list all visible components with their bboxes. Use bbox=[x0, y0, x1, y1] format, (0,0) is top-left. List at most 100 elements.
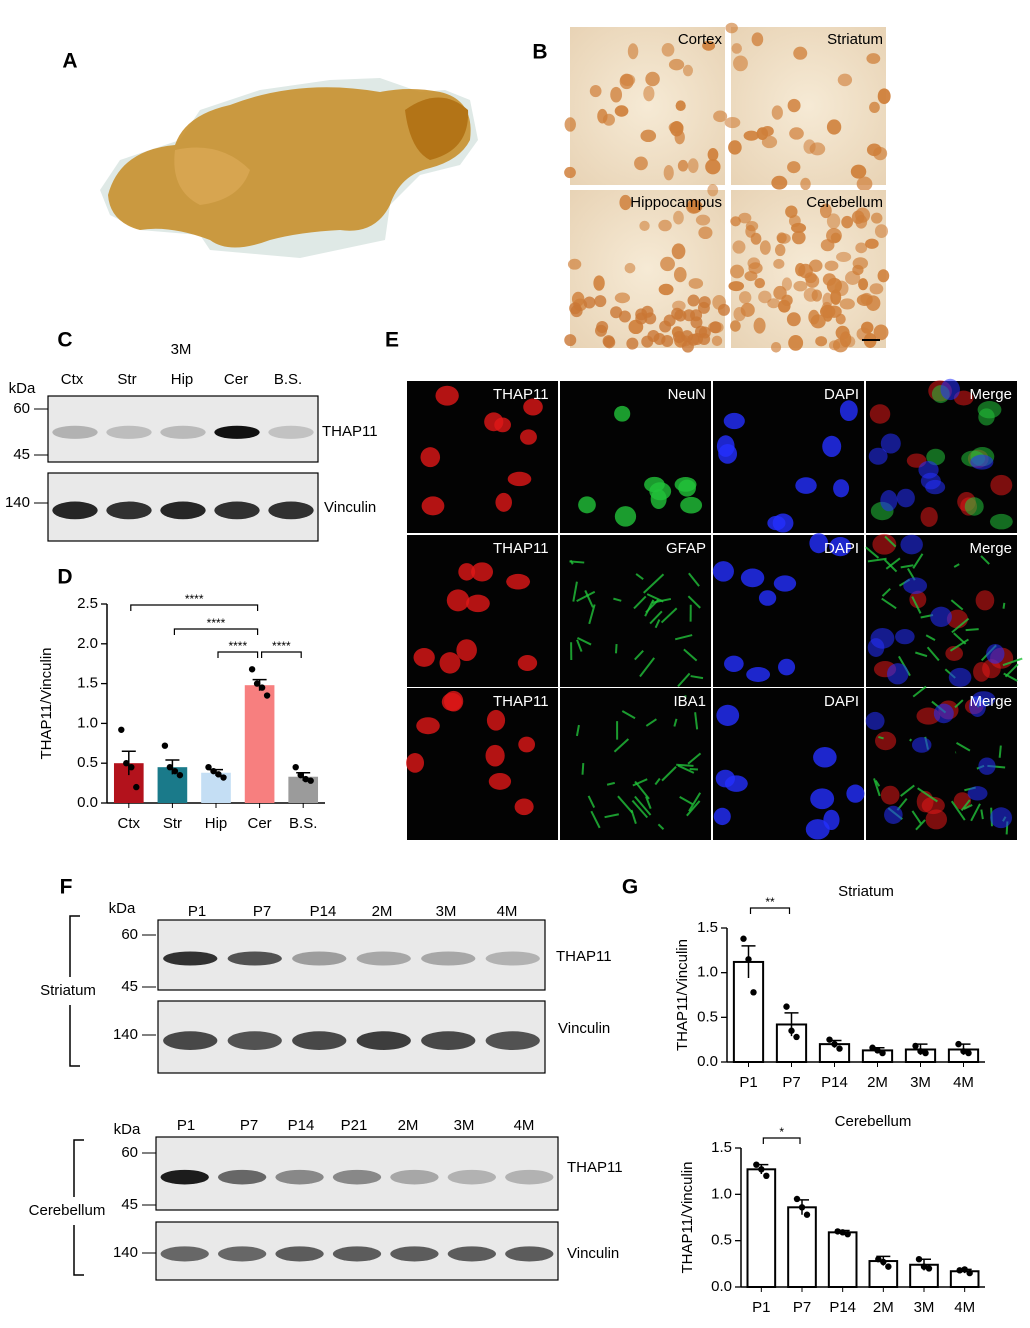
nucleus bbox=[661, 43, 675, 57]
process bbox=[874, 780, 881, 787]
channel-label: DAPI bbox=[824, 693, 859, 710]
band bbox=[332, 1169, 382, 1185]
lane-label: P14 bbox=[288, 1117, 315, 1134]
process bbox=[867, 557, 887, 563]
nucleus bbox=[874, 224, 889, 239]
cell bbox=[925, 479, 946, 495]
kda: kDa bbox=[109, 900, 136, 917]
cell bbox=[724, 655, 744, 672]
data-point bbox=[869, 1044, 876, 1051]
cell bbox=[514, 798, 534, 816]
cell bbox=[975, 590, 995, 611]
data-point bbox=[915, 1256, 923, 1263]
data-point bbox=[844, 1230, 851, 1238]
process bbox=[569, 560, 585, 564]
significance-label: **** bbox=[228, 639, 247, 653]
kda-marker: 45 bbox=[121, 1196, 138, 1213]
y-tick-label: 1.5 bbox=[77, 675, 98, 692]
nucleus bbox=[698, 226, 713, 240]
cell bbox=[712, 561, 734, 582]
cell bbox=[964, 497, 984, 516]
cell bbox=[829, 536, 852, 557]
nucleus bbox=[773, 258, 785, 269]
process bbox=[679, 795, 694, 806]
process bbox=[632, 778, 648, 787]
nucleus bbox=[731, 43, 742, 54]
significance-bracket bbox=[173, 628, 259, 635]
channel-label: DAPI bbox=[824, 386, 859, 403]
process bbox=[639, 657, 655, 678]
cell bbox=[650, 489, 667, 509]
process bbox=[657, 823, 665, 830]
lane-label: 2M bbox=[398, 1117, 419, 1134]
nucleus bbox=[866, 295, 881, 311]
process bbox=[575, 724, 580, 737]
band bbox=[214, 425, 260, 439]
nucleus bbox=[647, 330, 660, 343]
cell bbox=[517, 654, 538, 671]
cell bbox=[680, 496, 703, 514]
nucleus bbox=[869, 283, 884, 295]
nucleus bbox=[564, 334, 577, 347]
nucleus bbox=[677, 159, 689, 172]
process bbox=[604, 813, 619, 819]
cell bbox=[865, 711, 885, 730]
process bbox=[676, 763, 694, 767]
y-tick-label: 1.0 bbox=[697, 964, 718, 981]
data-point bbox=[166, 763, 174, 771]
cell bbox=[846, 784, 865, 803]
nucleus bbox=[730, 216, 741, 227]
channel-label: NeuN bbox=[668, 386, 706, 403]
cell bbox=[795, 477, 817, 494]
nucleus bbox=[668, 58, 685, 71]
nucleus bbox=[756, 127, 769, 141]
x-tick-label: 2M bbox=[873, 1299, 894, 1316]
nucleus bbox=[754, 278, 766, 289]
nucleus bbox=[673, 331, 686, 344]
nucleus bbox=[610, 306, 623, 319]
nucleus bbox=[687, 158, 699, 174]
nucleus bbox=[819, 203, 832, 219]
region-label: Cortex bbox=[678, 31, 723, 48]
data-point bbox=[118, 726, 125, 733]
data-point bbox=[803, 1211, 811, 1218]
y-tick-label: 0.5 bbox=[77, 754, 98, 771]
cell bbox=[870, 627, 895, 649]
band bbox=[275, 1169, 324, 1185]
data-point bbox=[740, 935, 747, 942]
nucleus bbox=[713, 110, 728, 123]
data-point bbox=[955, 1040, 962, 1048]
x-tick-label: Str bbox=[163, 815, 182, 832]
nucleus bbox=[869, 101, 880, 114]
process bbox=[633, 595, 647, 610]
process bbox=[588, 604, 596, 625]
ihc-image bbox=[731, 27, 886, 185]
data-point bbox=[836, 1045, 843, 1052]
nucleus bbox=[596, 320, 609, 333]
cell bbox=[713, 807, 731, 826]
nucleus bbox=[733, 55, 748, 72]
region-label: Hippocampus bbox=[630, 194, 722, 211]
cell bbox=[578, 496, 596, 514]
cell bbox=[773, 575, 797, 592]
nucleus bbox=[564, 117, 576, 132]
process bbox=[645, 796, 652, 809]
process bbox=[885, 557, 901, 570]
nucleus bbox=[745, 221, 759, 232]
nucleus bbox=[589, 84, 602, 98]
nucleus bbox=[786, 312, 801, 327]
process bbox=[965, 628, 979, 632]
nucleus bbox=[770, 341, 782, 353]
data-point bbox=[758, 1166, 765, 1173]
process bbox=[912, 553, 924, 569]
nucleus bbox=[850, 164, 867, 179]
process bbox=[884, 535, 897, 548]
nucleus bbox=[619, 194, 632, 211]
nucleus bbox=[658, 219, 672, 232]
process bbox=[998, 745, 1002, 758]
nucleus bbox=[583, 296, 596, 309]
nucleus bbox=[753, 317, 766, 334]
cell bbox=[523, 398, 543, 416]
band bbox=[227, 1031, 282, 1050]
data-point bbox=[750, 989, 757, 996]
